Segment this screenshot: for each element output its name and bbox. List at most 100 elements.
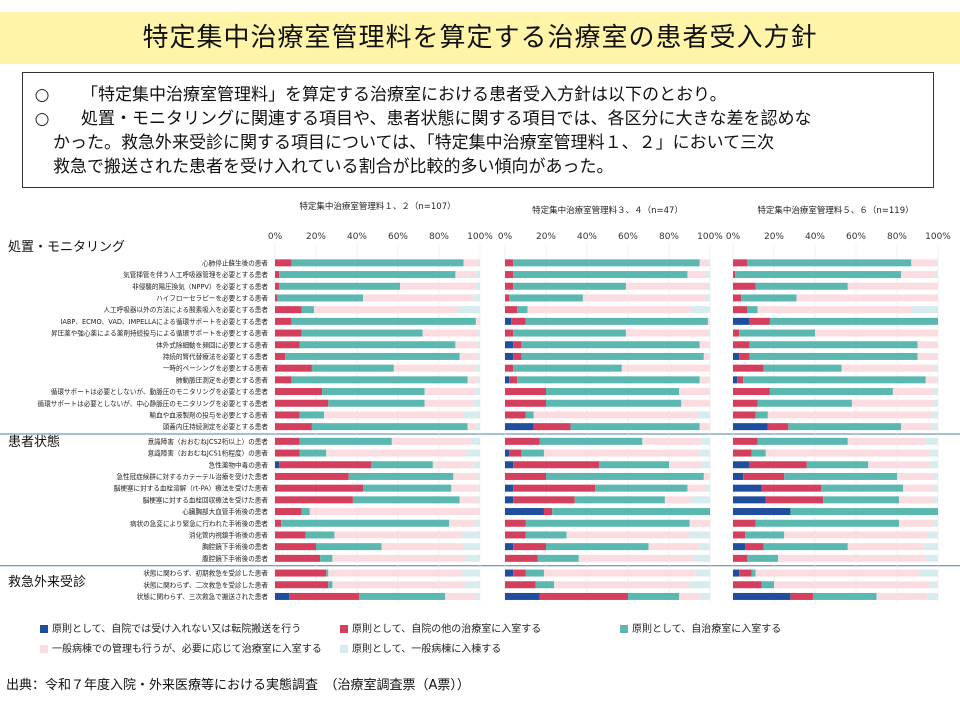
- bar-segment: [925, 376, 936, 384]
- bar-segment: [445, 592, 476, 600]
- bar-segment: [733, 364, 764, 372]
- bar-segment: [733, 423, 768, 431]
- bar-segment: [664, 496, 692, 504]
- legend: 原則として、自院では受け入れない又は転院搬送を行う 原則として、自院の他の治療室に…: [40, 624, 920, 664]
- bar-segment: [733, 581, 762, 589]
- bar-segment: [301, 329, 423, 337]
- bar-segment: [705, 271, 710, 279]
- bar-segment: [931, 411, 938, 419]
- bar-segment: [509, 294, 583, 302]
- bar-segment: [679, 592, 700, 600]
- summary-line-2: 処置・モニタリングに関連する項目や、患者状態に関する項目では、各区分に大きな差を…: [81, 109, 812, 129]
- bar-segment: [275, 352, 286, 360]
- bar-segment: [701, 461, 710, 469]
- bar-segment: [359, 592, 446, 600]
- x-tick-label: 80%: [429, 232, 449, 242]
- category-label: ハイフローセラピーを必要とする患者: [156, 293, 268, 302]
- bar-segment: [749, 317, 770, 325]
- source-note: 出典：令和７年度入院・外来医療等における実態調査 （治療室調査票（A票））: [6, 678, 470, 693]
- bar-segment: [453, 472, 478, 480]
- bar-segment: [707, 259, 710, 267]
- bar-segment: [467, 376, 478, 384]
- category-label: 心肺停止蘇生後の患者: [202, 258, 268, 267]
- category-label: 意識障害（おおむねJCS1桁程度）の患者: [148, 449, 269, 458]
- bar-segment: [505, 554, 538, 562]
- bar-segment: [363, 294, 474, 302]
- bar-segment: [699, 341, 710, 349]
- bar-segment: [743, 376, 926, 384]
- category-label: 急性冠症候群に対するカテーテル治療を受けた患者: [116, 472, 268, 481]
- bar-segment: [291, 259, 464, 267]
- category-label: 循環サポートは必要としないが、中心静脈圧のモニタリングを必要とする患者: [38, 399, 269, 408]
- bar-segment: [505, 496, 514, 504]
- group-label: 患者状態: [8, 434, 60, 450]
- bar-segment: [328, 581, 333, 589]
- bar-segment: [733, 399, 758, 407]
- bar-segment: [533, 411, 698, 419]
- bar-segment: [691, 496, 710, 504]
- category-label: 非侵襲的陽圧換気（NPPV）を必要とする患者: [132, 282, 268, 291]
- bar-segment: [570, 423, 700, 431]
- bar-segment: [465, 554, 480, 562]
- bar-segment: [477, 496, 480, 504]
- bar-segment: [328, 569, 462, 577]
- summary-line-4: 救急で搬送された患者を受け入れている割合が比較的多い傾向があった。: [53, 157, 614, 177]
- bar-segment: [625, 329, 708, 337]
- bar-segment: [784, 472, 897, 480]
- bar-segment: [455, 271, 476, 279]
- bar-segment: [767, 423, 789, 431]
- bar-segment: [505, 341, 514, 349]
- bar-segment: [733, 411, 756, 419]
- bar-segment: [687, 271, 706, 279]
- bar-segment: [767, 411, 932, 419]
- bar-segment: [628, 592, 680, 600]
- bar-segment: [505, 461, 514, 469]
- bar-segment: [911, 306, 938, 314]
- bar-segment: [929, 581, 938, 589]
- bar-segment: [521, 449, 544, 457]
- summary-bullet-2: ○: [34, 109, 50, 129]
- bar-segment: [475, 423, 480, 431]
- bar-segment: [733, 496, 766, 504]
- legend-label: 原則として、一般病棟に入棟する: [352, 644, 502, 655]
- bar-segment: [847, 282, 938, 290]
- bar-segment: [505, 352, 514, 360]
- bar-segment: [733, 317, 750, 325]
- bar-segment: [513, 352, 522, 360]
- bar-segment: [320, 554, 333, 562]
- bar-segment: [765, 449, 930, 457]
- bar-segment: [790, 592, 813, 600]
- legend-label: 一般病棟での管理も行うが、必要に応じて治療室に入室する: [52, 644, 322, 655]
- bar-segment: [305, 531, 335, 539]
- bar-segment: [513, 364, 622, 372]
- bar-segment: [391, 437, 472, 445]
- bar-segment: [477, 472, 480, 480]
- bar-segment: [505, 581, 536, 589]
- bar-segment: [505, 294, 510, 302]
- bar-segment: [465, 449, 480, 457]
- bar-segment: [747, 259, 912, 267]
- bar-segment: [324, 411, 464, 419]
- bar-segment: [525, 519, 690, 527]
- bar-segment: [371, 461, 433, 469]
- bar-segment: [275, 554, 321, 562]
- x-tick-label: 0%: [726, 232, 741, 242]
- bar-segment: [275, 271, 280, 279]
- x-tick-label: 80%: [887, 232, 907, 242]
- bar-segment: [574, 496, 665, 504]
- bar-segment: [505, 364, 514, 372]
- category-label: 体外式除細動を頻回に必要とする患者: [156, 340, 268, 349]
- bar-segment: [363, 484, 452, 492]
- bar-segment: [749, 341, 918, 349]
- bar-segment: [699, 592, 710, 600]
- bar-segment: [279, 282, 401, 290]
- x-tick-label: 0%: [498, 232, 513, 242]
- bar-segment: [933, 399, 938, 407]
- bar-segment: [790, 508, 938, 516]
- bar-segment: [815, 329, 938, 337]
- bar-segment: [769, 388, 893, 396]
- legend-swatch: [40, 625, 48, 633]
- bar-segment: [424, 399, 474, 407]
- bar-segment: [281, 519, 450, 527]
- bar-segment: [681, 399, 710, 407]
